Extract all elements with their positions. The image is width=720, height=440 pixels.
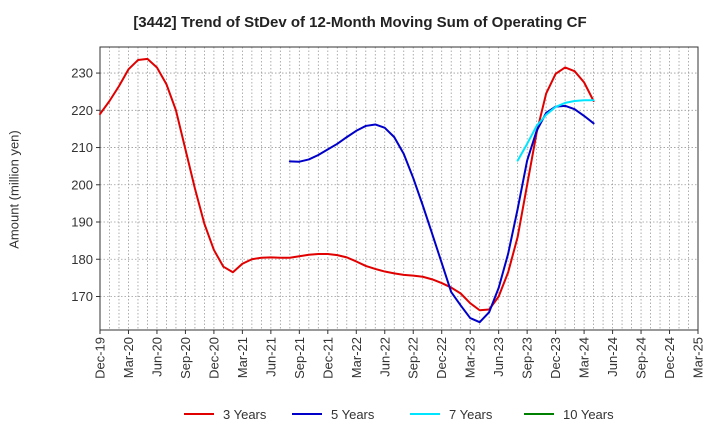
y-tick-label: 190 bbox=[71, 215, 93, 230]
x-tick-label: Mar-25 bbox=[691, 337, 706, 378]
legend-item-10-years: 10 Years bbox=[524, 407, 614, 422]
x-tick-label: Mar-20 bbox=[121, 337, 136, 378]
x-tick-label: Dec-19 bbox=[93, 337, 108, 379]
legend-item-3-years: 3 Years bbox=[184, 407, 267, 422]
x-tick-label: Mar-23 bbox=[463, 337, 478, 378]
y-tick-label: 210 bbox=[71, 140, 93, 155]
y-tick-label: 220 bbox=[71, 103, 93, 118]
x-tick-label: Mar-21 bbox=[235, 337, 250, 378]
legend-label: 5 Years bbox=[331, 407, 375, 422]
x-tick-label: Dec-22 bbox=[434, 337, 449, 379]
series-line-3-years bbox=[99, 57, 595, 312]
x-tick-label: Sep-21 bbox=[292, 337, 307, 379]
legend-item-5-years: 5 Years bbox=[292, 407, 375, 422]
x-tick-label: Mar-22 bbox=[349, 337, 364, 378]
x-tick-label: Jun-24 bbox=[605, 337, 620, 377]
chart-title: [3442] Trend of StDev of 12-Month Moving… bbox=[133, 14, 587, 31]
legend: 3 Years 5 Years 7 Years 10 Years bbox=[184, 407, 614, 422]
grid-layer bbox=[100, 47, 698, 330]
plot-frame bbox=[99, 46, 699, 331]
x-tick-label: Sep-22 bbox=[406, 337, 421, 379]
x-tick-label: Sep-20 bbox=[178, 337, 193, 379]
x-tick-label: Dec-23 bbox=[548, 337, 563, 379]
x-tick-label: Dec-24 bbox=[662, 337, 677, 379]
legend-label: 3 Years bbox=[223, 407, 267, 422]
legend-label: 7 Years bbox=[449, 407, 493, 422]
x-tick-label: Dec-20 bbox=[206, 337, 221, 379]
x-tick-label: Sep-23 bbox=[520, 337, 535, 379]
legend-label: 10 Years bbox=[563, 407, 614, 422]
series-line-7-years bbox=[516, 99, 595, 162]
y-tick-label: 170 bbox=[71, 289, 93, 304]
x-tick-label: Jun-20 bbox=[149, 337, 164, 377]
x-tick-label: Mar-24 bbox=[577, 337, 592, 378]
x-axis: Dec-19 Mar-20 Jun-20 Sep-20 Dec-20 Mar-21 Jun-… bbox=[93, 330, 706, 379]
x-tick-label: Jun-22 bbox=[377, 337, 392, 377]
y-tick-label: 180 bbox=[71, 252, 93, 267]
legend-item-7-years: 7 Years bbox=[410, 407, 493, 422]
y-axis: 170 180 190 200 210 220 230 bbox=[71, 66, 100, 304]
y-tick-label: 200 bbox=[71, 177, 93, 192]
x-tick-label: Dec-21 bbox=[320, 337, 335, 379]
x-tick-label: Sep-24 bbox=[634, 337, 649, 379]
x-tick-label: Jun-21 bbox=[263, 337, 278, 377]
x-tick-label: Jun-23 bbox=[491, 337, 506, 377]
series-layer bbox=[99, 57, 595, 324]
y-tick-label: 230 bbox=[71, 66, 93, 81]
